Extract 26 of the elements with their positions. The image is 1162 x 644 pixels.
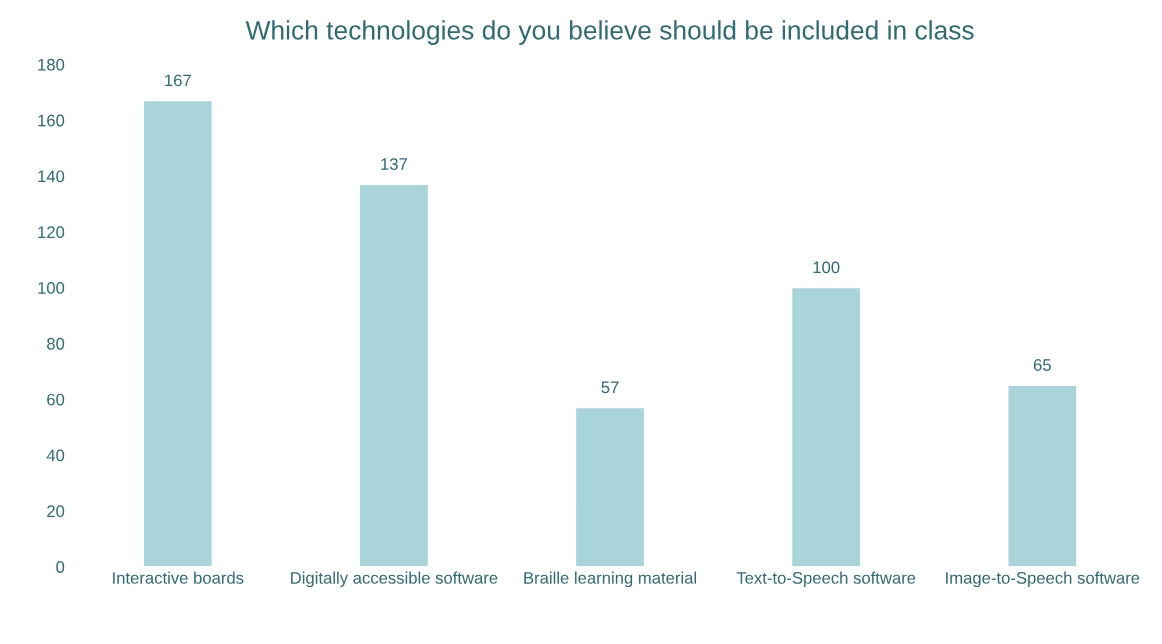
y-tick-label: 80 (47, 337, 65, 350)
y-tick-label: 140 (38, 170, 65, 183)
bar (574, 406, 646, 567)
data-label: 100 (813, 261, 840, 274)
data-label: 65 (1033, 359, 1051, 371)
y-tick-label: 20 (47, 505, 65, 518)
data-label: 137 (381, 158, 407, 170)
y-tick-label: 40 (46, 449, 65, 462)
bar (142, 99, 214, 567)
y-tick-label: 120 (38, 226, 65, 239)
bar (790, 286, 862, 567)
y-tick-label: 100 (38, 282, 65, 294)
y-tick-label: 60 (47, 393, 65, 406)
y-tick-label: 180 (38, 58, 65, 71)
x-tick-label: Text-to-Speech software (736, 571, 916, 588)
x-tick-label: Braille learning material (524, 571, 697, 588)
y-tick-label: 160 (38, 114, 65, 127)
x-tick-label: Digitally accessible software (291, 571, 498, 588)
y-tick-label: 0 (56, 561, 65, 573)
x-tick-label: Image-to-Speech software (946, 571, 1140, 588)
bar (1007, 384, 1078, 567)
x-tick-label: Interactive boards (113, 571, 244, 584)
bar (358, 183, 430, 567)
data-label: 167 (165, 74, 191, 87)
chart-title: Which technologies do you believe should be included in class (245, 20, 974, 45)
data-label: 57 (601, 381, 619, 394)
